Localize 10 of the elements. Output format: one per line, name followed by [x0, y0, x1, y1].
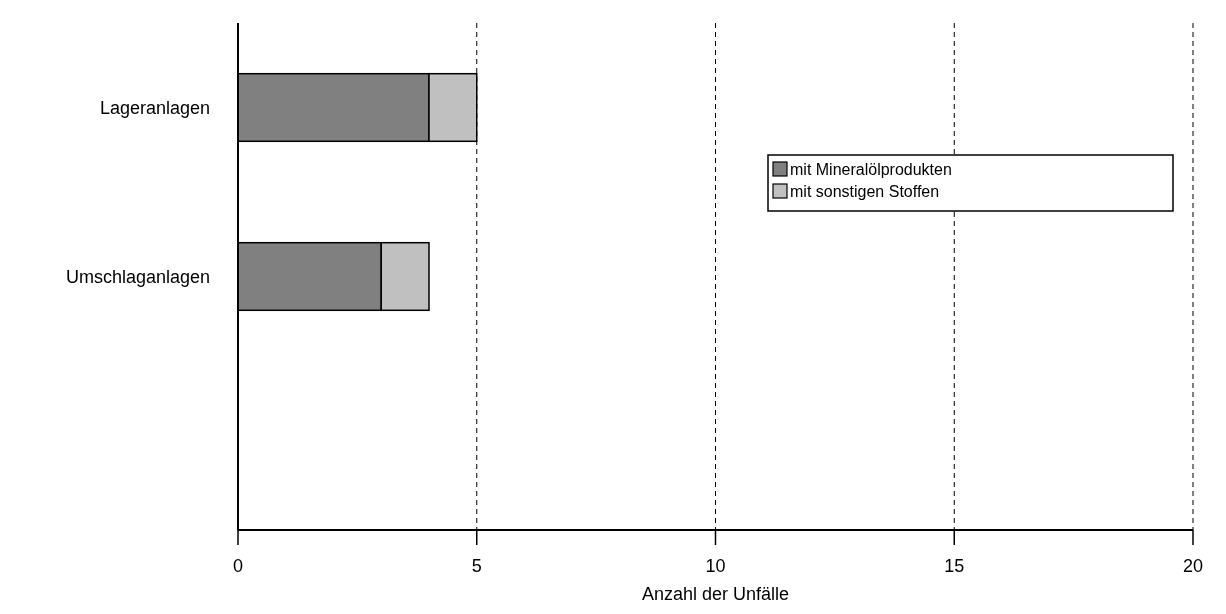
x-tick-label: 5	[471, 556, 482, 576]
x-tick-label: 0	[232, 556, 244, 576]
legend-label: mit sonstigen Stoffen	[790, 183, 940, 200]
y-tick-label: Umschlaganlagen	[65, 266, 210, 287]
legend-label: mit Mineralölprodukten	[790, 161, 952, 178]
x-tick-label: 20	[1182, 556, 1204, 576]
x-axis-title: Anzahl der Unfälle	[641, 584, 790, 604]
y-tick-label: Lageranlagen	[99, 97, 210, 118]
x-tick-label: 10	[705, 556, 726, 576]
x-tick-label: 15	[944, 556, 965, 576]
